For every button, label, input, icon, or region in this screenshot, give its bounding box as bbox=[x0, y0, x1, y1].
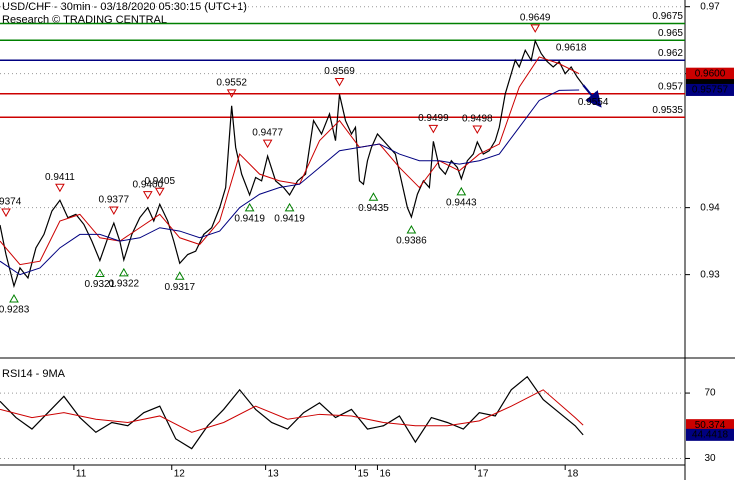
x-tick-label: 18 bbox=[567, 469, 579, 480]
low-marker bbox=[9, 294, 19, 303]
series-line bbox=[0, 38, 584, 289]
high-label: 0.9499 bbox=[418, 113, 449, 124]
high-marker bbox=[108, 206, 119, 216]
x-tick-label: 11 bbox=[76, 469, 87, 480]
low-marker bbox=[456, 186, 467, 196]
x-tick-label: 12 bbox=[174, 469, 186, 480]
y-tick-label: 70 bbox=[704, 388, 716, 399]
high-marker bbox=[226, 89, 237, 98]
level-label: 0.9675 bbox=[652, 11, 683, 22]
value-box-label: 0.9600 bbox=[695, 68, 726, 79]
y-tick-label: 30 bbox=[704, 453, 716, 464]
series-line bbox=[0, 389, 584, 433]
low-marker bbox=[174, 271, 185, 280]
high-label: 0.9498 bbox=[462, 114, 493, 125]
series-line bbox=[0, 375, 584, 450]
high-marker bbox=[472, 125, 483, 135]
low-label: 0.9321 bbox=[85, 279, 116, 290]
high-marker bbox=[55, 183, 65, 193]
value-box bbox=[686, 419, 734, 432]
low-marker bbox=[118, 267, 129, 277]
high-label: 0.9377 bbox=[99, 195, 130, 206]
projection-arrow bbox=[582, 84, 602, 108]
low-marker bbox=[94, 268, 105, 278]
value-box-label: 0.95757 bbox=[692, 85, 729, 96]
high-label: 0.9405 bbox=[144, 176, 175, 187]
low-label: 0.9386 bbox=[396, 236, 427, 247]
high-label: 0.9649 bbox=[520, 12, 551, 23]
high-marker bbox=[262, 139, 273, 149]
low-marker bbox=[244, 202, 255, 212]
rsi-title: RSI14 - 9MA bbox=[2, 368, 66, 380]
low-label: 0.9443 bbox=[446, 197, 477, 208]
high-label: 0.9477 bbox=[252, 128, 283, 139]
high-marker bbox=[530, 24, 541, 33]
y-tick-label: 0.97 bbox=[700, 1, 720, 12]
low-label: 0.9435 bbox=[358, 203, 389, 214]
high-marker bbox=[1, 208, 11, 218]
high-marker bbox=[334, 77, 345, 87]
high-label: 0.9374 bbox=[0, 197, 22, 208]
y-tick-label: 0.93 bbox=[700, 269, 720, 280]
low-marker bbox=[406, 225, 417, 234]
low-label: 0.9317 bbox=[164, 282, 195, 293]
low-label: 0.9419 bbox=[234, 214, 265, 225]
value-box-label: 50.374 bbox=[695, 420, 726, 431]
level-label: 0.957 bbox=[658, 81, 683, 92]
level-label: 0.965 bbox=[658, 28, 683, 39]
level-label: 0.962 bbox=[658, 48, 683, 59]
low-label: 0.9283 bbox=[0, 305, 30, 316]
price-label: 0.9618 bbox=[556, 42, 587, 53]
low-label: 0.9322 bbox=[109, 279, 140, 290]
series-line bbox=[0, 89, 580, 276]
value-box-label: 44.4418 bbox=[692, 429, 729, 440]
value-box bbox=[686, 67, 734, 80]
high-marker bbox=[154, 187, 165, 197]
projection-label: 0.9554 bbox=[578, 97, 609, 108]
x-tick-label: 15 bbox=[357, 469, 369, 480]
low-label: 0.9419 bbox=[274, 214, 305, 225]
high-label: 0.9569 bbox=[324, 66, 355, 77]
y-tick-label: 0.94 bbox=[700, 202, 720, 213]
x-tick-label: 13 bbox=[268, 469, 280, 480]
high-marker bbox=[142, 191, 153, 200]
x-tick-label: 17 bbox=[477, 469, 489, 480]
low-marker bbox=[368, 192, 379, 201]
x-tick-label: 16 bbox=[379, 469, 391, 480]
high-label: 0.9411 bbox=[45, 172, 75, 183]
low-marker bbox=[284, 202, 295, 212]
series-line bbox=[0, 56, 580, 266]
high-label: 0.9400 bbox=[132, 179, 163, 190]
value-box bbox=[686, 428, 734, 441]
high-label: 0.9552 bbox=[216, 77, 247, 88]
level-label: 0.9535 bbox=[652, 105, 683, 116]
high-marker bbox=[428, 124, 439, 134]
value-box bbox=[686, 83, 734, 96]
